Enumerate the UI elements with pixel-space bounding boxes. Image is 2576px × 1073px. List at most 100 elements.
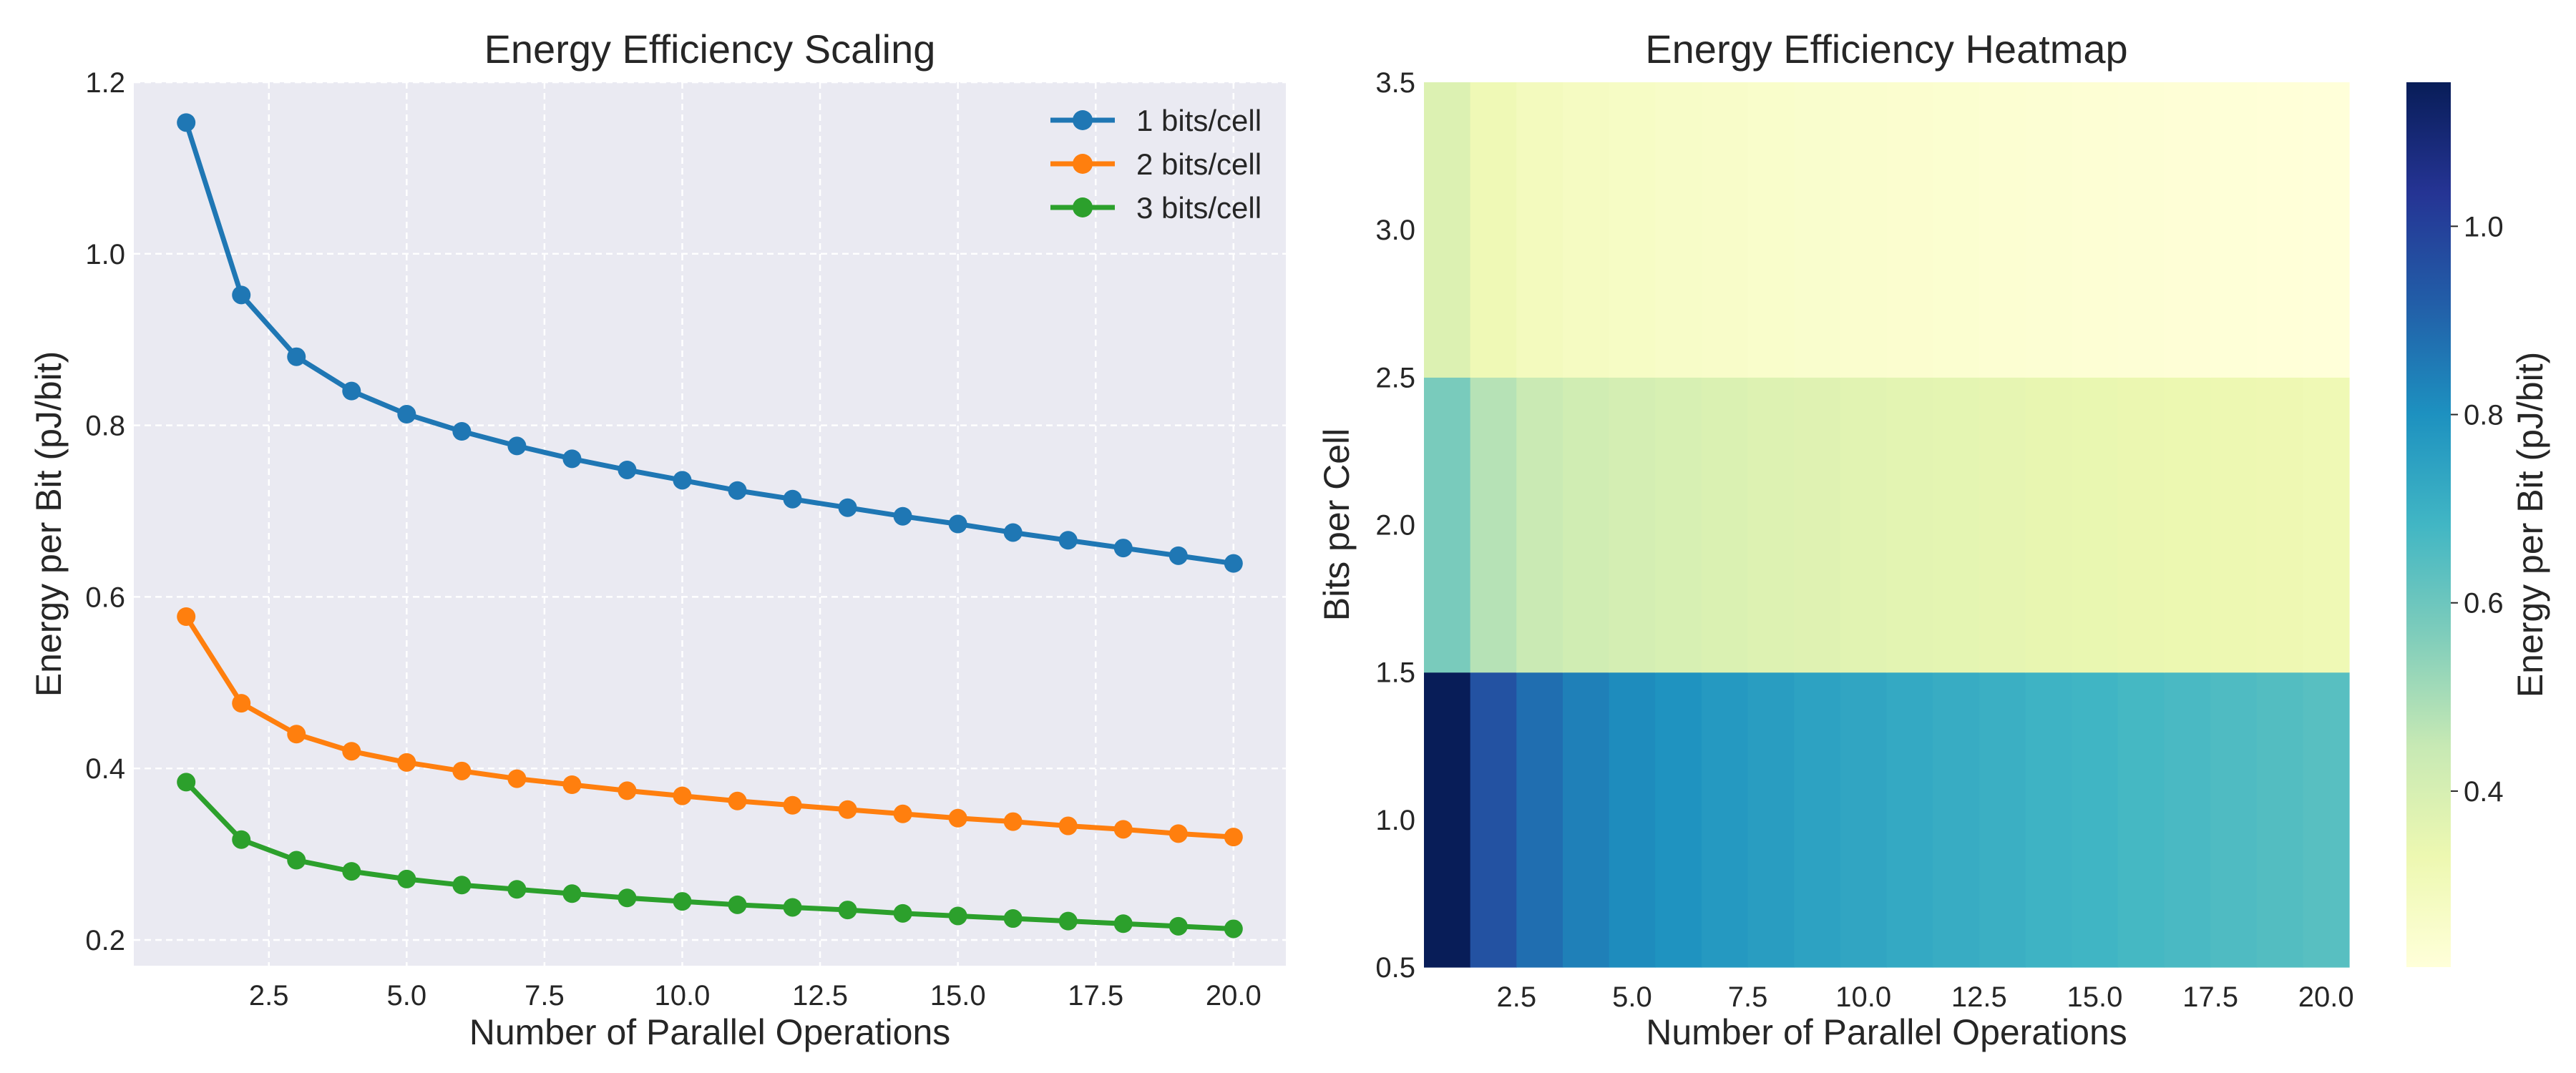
data-point <box>562 884 582 903</box>
data-point <box>728 481 747 500</box>
data-point <box>342 742 361 761</box>
heatmap-cell <box>1933 377 1980 673</box>
heatmap-cell <box>1655 82 1702 378</box>
x-tick-label: 15.0 <box>2067 981 2122 1013</box>
colorbar-tick-label: 1.0 <box>2464 211 2504 242</box>
legend-marker <box>1073 197 1093 217</box>
heatmap-cell <box>1562 672 1610 968</box>
colorbar <box>2406 82 2451 967</box>
data-point <box>783 795 802 815</box>
heatmap-cell <box>1516 672 1563 968</box>
y-tick-label: 1.2 <box>85 67 125 99</box>
y-tick-label: 0.5 <box>1375 952 1415 984</box>
heatmap-cell <box>2210 377 2258 673</box>
data-point <box>673 892 692 911</box>
heatmap-cell <box>2256 672 2303 968</box>
data-point <box>1003 909 1023 929</box>
data-point <box>673 786 692 805</box>
line-chart: 2.5 5.0 7.5 10.0 12.5 15.0 17.5 20.0 0.20.40.60… <box>29 26 1286 1052</box>
data-point <box>232 285 251 305</box>
heatmap-cell <box>1747 377 1795 673</box>
heatmap-cell <box>2025 672 2072 968</box>
heatmap-cell <box>1470 82 1517 378</box>
data-point <box>342 381 361 401</box>
data-point <box>728 791 747 810</box>
line-grid <box>134 81 1286 966</box>
data-point <box>562 449 582 469</box>
x-tick-label: 5.0 <box>1612 981 1652 1013</box>
data-point <box>893 506 912 526</box>
x-tick-label: 12.5 <box>792 980 848 1011</box>
y-tick-label: 2.5 <box>1375 362 1415 393</box>
data-point <box>618 781 637 800</box>
heatmap-cell <box>1794 82 1841 378</box>
y-tick-label: 0.4 <box>85 753 125 785</box>
heatmap-cell <box>1609 377 1656 673</box>
heatmap-cell <box>2164 377 2211 673</box>
heatmap-cell <box>1794 672 1841 968</box>
heatmap-cell <box>2164 82 2211 378</box>
data-point <box>1113 914 1133 934</box>
heatmap-cell <box>1424 672 1471 968</box>
data-point <box>618 460 637 479</box>
line-plot-area <box>134 82 1286 966</box>
heatmap-cell <box>2256 82 2303 378</box>
data-point <box>342 862 361 881</box>
heatmap-cell <box>1979 377 2026 673</box>
line-legend: 1 bits/cell 2 bits/cell 3 bits/cell <box>1050 104 1262 225</box>
data-point <box>838 498 857 517</box>
heatmap-x-axis-label: Number of Parallel Operations <box>1646 1012 2127 1052</box>
heatmap-cell <box>1562 377 1610 673</box>
heatmap-cell <box>1470 672 1517 968</box>
data-point <box>507 880 527 899</box>
data-point <box>948 906 967 926</box>
x-tick-label: 10.0 <box>1835 981 1891 1013</box>
heatmap-cell <box>2117 82 2165 378</box>
y-tick-label: 2.0 <box>1375 510 1415 542</box>
heatmap-cell <box>1516 82 1563 378</box>
heatmap-cell <box>1655 377 1702 673</box>
y-tick-label: 3.0 <box>1375 215 1415 246</box>
x-tick-label: 10.0 <box>655 980 711 1011</box>
heatmap-cell <box>1747 672 1795 968</box>
heatmap-cells <box>1424 82 2350 968</box>
heatmap-cell <box>2072 82 2119 378</box>
heatmap-cell <box>1516 377 1563 673</box>
data-point <box>287 347 306 366</box>
data-point <box>1113 820 1133 839</box>
colorbar-ticks: 0.4 0.6 0.8 1.0 <box>2451 211 2504 808</box>
heatmap-cell <box>1562 82 1610 378</box>
heatmap-cell <box>2303 377 2350 673</box>
x-tick-label: 12.5 <box>1951 981 2007 1013</box>
data-point <box>1224 828 1243 847</box>
heatmap-cell <box>1886 82 1933 378</box>
data-point <box>1003 523 1023 542</box>
y-tick-label: 3.5 <box>1375 67 1415 99</box>
heatmap-cell <box>1701 82 1749 378</box>
data-point <box>783 898 802 917</box>
heatmap-y-axis-label: Bits per Cell <box>1317 428 1357 622</box>
x-tick-label: 20.0 <box>1206 980 1262 1011</box>
x-tick-label: 7.5 <box>1728 981 1768 1013</box>
heatmap-cell <box>1840 672 1888 968</box>
x-tick-label: 15.0 <box>930 980 986 1011</box>
data-point <box>1113 539 1133 558</box>
x-tick-label: 2.5 <box>1496 981 1536 1013</box>
heatmap-cell <box>2117 377 2165 673</box>
heatmap-cell <box>1609 82 1656 378</box>
line-series-group <box>177 113 1243 939</box>
data-point <box>177 773 196 792</box>
heatmap-chart: 2.5 5.0 7.5 10.0 12.5 15.0 17.5 20.0 0.5 1.0 1.5 2… <box>1317 26 2550 1052</box>
heatmap-x-ticks: 2.5 5.0 7.5 10.0 12.5 15.0 17.5 20.0 <box>1496 981 2353 1013</box>
heatmap-y-ticks: 0.5 1.0 1.5 2.0 2.5 3.0 3.5 <box>1375 67 1415 984</box>
data-point <box>673 471 692 490</box>
data-point <box>232 830 251 849</box>
heatmap-cell <box>2210 82 2258 378</box>
y-tick-label: 1.0 <box>85 239 125 270</box>
colorbar-label: Energy per Bit (pJ/bit) <box>2510 352 2550 698</box>
heatmap-cell <box>1747 82 1795 378</box>
data-point <box>838 800 857 819</box>
data-point <box>562 775 582 795</box>
heatmap-cell <box>1933 672 1980 968</box>
